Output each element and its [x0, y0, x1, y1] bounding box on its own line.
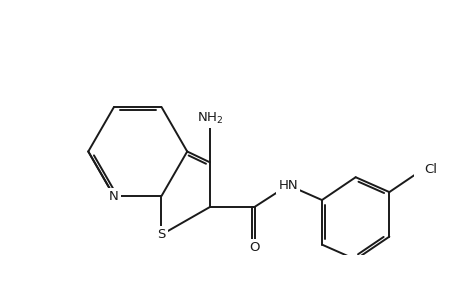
Text: N: N	[109, 190, 118, 202]
Text: NH$_2$: NH$_2$	[196, 111, 223, 126]
Text: O: O	[249, 241, 259, 254]
Text: Cl: Cl	[424, 163, 437, 176]
Text: HN: HN	[278, 179, 297, 192]
Text: S: S	[157, 228, 165, 241]
